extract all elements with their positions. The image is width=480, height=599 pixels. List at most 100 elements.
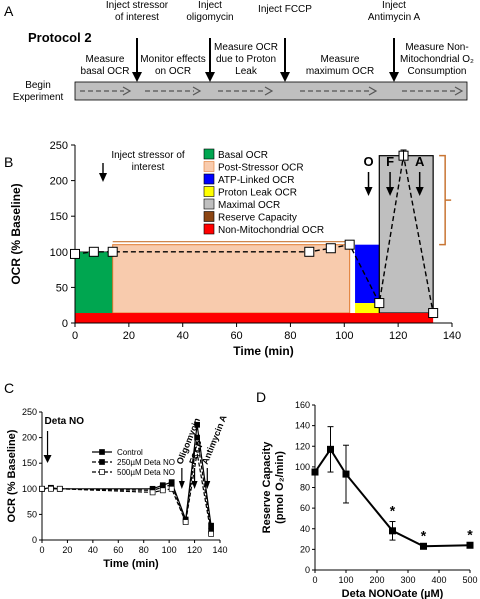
data-point-b-4 [325,243,336,254]
panel-b: B 0 50 100 150 200 250 0 20 40 60 80 100 120 140 Time … [4,140,461,358]
marker-label-A: A [415,154,425,169]
data-point-d-0 [311,468,319,476]
marker-arrowhead-F [386,187,395,196]
data-point-d-4 [420,542,427,550]
timeline-arrowhead-2 [264,86,274,96]
legend-swatch-2 [203,173,215,185]
data-point-d-3 [389,527,396,535]
y-tick-label-d-20: 20 [300,544,310,554]
annotation-arrowhead-rot-1 [191,481,198,489]
y-axis-label-b: OCR (% Baseline) [9,183,23,284]
x-tick-label-d-0: 0 [312,575,317,585]
legend-label-c-2: 500µM Deta NO [117,468,175,477]
annotation-stressor-1: Inject stressor of [111,150,185,161]
injection-arrowhead-3 [389,72,399,82]
legend-label-1: Post-Stressor OCR [218,163,304,174]
data-point-b-8 [428,308,439,319]
data-point-b-5 [344,239,355,250]
legend-label-5: Reserve Capacity [218,213,297,224]
annotation-rot-2: Antimycin A [200,413,229,466]
panel-a-label: A [4,3,14,19]
x-tick-label-b-120: 120 [389,330,407,342]
legend-swatch-5 [203,211,215,222]
marker-arrowhead-O [364,187,373,196]
y-tick-label-d-120: 120 [295,441,310,451]
data-point-c-500-0 [39,485,45,492]
legend-label-c-1: 250µM Deta NO [117,458,175,467]
data-point-b-3 [304,246,315,257]
annotation-arrowhead-b [99,173,107,182]
legend-label-6: Non-Mitochondrial OCR [218,225,324,236]
x-tick-label-b-60: 60 [230,330,242,342]
y-tick-label-d-40: 40 [300,524,310,534]
legend-label-c-0: Control [117,448,143,457]
panel-a: A Protocol 2 Begin Experiment Inject str… [4,0,474,103]
measure-label-4-0: Measure Non- [405,42,468,53]
annotation-stressor-2: interest [132,162,165,173]
x-axis-label-c: Time (min) [103,558,159,570]
x-tick-label-c-100: 100 [162,545,177,555]
data-point-d-5 [466,541,474,549]
x-tick-label-b-100: 100 [335,330,353,342]
x-tick-label-c-120: 120 [187,545,202,555]
measure-label-4-2: Consumption [408,66,467,77]
measure-label-3-1: maximum OCR [306,66,374,77]
significance-marker-d-4: * [421,527,427,543]
x-tick-label-b-20: 20 [123,330,135,342]
data-point-c-500-3 [149,489,156,496]
y-tick-label-c-150: 150 [22,458,37,468]
y-tick-label-d-160: 160 [295,400,310,410]
y-axis-label-d-2: (pmol O₂/min) [274,451,286,524]
data-point-c-500-1 [48,485,54,492]
chart-d: 0 20 40 60 80 100 120 140 160 0 100 200 300 400 500 Det… [261,400,478,599]
x-tick-label-b-140: 140 [443,330,461,342]
data-point-b-6 [374,298,385,309]
marker-label-F: F [386,154,394,169]
x-tick-label-c-60: 60 [113,545,123,555]
y-tick-label-b-50: 50 [56,282,68,294]
legend-label-4: Maximal OCR [218,200,280,211]
begin-label-2: Experiment [13,92,64,103]
annotation-arrowhead-deta [43,455,52,463]
x-tick-label-b-40: 40 [177,330,189,342]
legend-marker-c-1 [99,459,105,465]
legend-swatch-6 [203,223,215,235]
data-point-c-500-6 [182,519,189,525]
legend-swatch-0 [203,148,215,160]
y-axis-label-d-1: Reserve Capacity [261,441,273,534]
x-tick-label-b-80: 80 [284,330,296,342]
data-point-d-2 [342,470,350,478]
injection-label-3-1: Antimycin A [368,12,421,23]
x-axis-label-d: Deta NONOate (µM) [342,588,444,599]
legend-swatch-3 [203,186,215,197]
data-point-c-500-4 [159,487,166,494]
y-tick-label-d-140: 140 [295,421,310,431]
maximal-ocr-region [378,155,434,314]
measure-label-4-1: Mitochondrial O₂ [400,54,474,65]
panel-b-label: B [4,154,13,170]
y-tick-label-c-200: 200 [22,433,37,443]
protocol-title: Protocol 2 [28,30,92,45]
marker-arrowhead-A [415,187,424,196]
data-point-b-2 [107,246,118,257]
y-tick-label-b-200: 200 [50,176,68,188]
x-tick-label-c-80: 80 [139,545,149,555]
measure-label-1-1: on OCR [155,66,191,77]
timeline-dashed-arrows [80,86,464,96]
timeline-arrowhead-1 [192,86,202,96]
data-point-c-500-8 [208,531,214,537]
legend-swatch-1 [203,161,215,172]
legend-marker-c-2 [99,469,105,475]
data-point-c-250-7 [194,434,200,441]
measure-label-3-0: Measure [321,54,360,65]
x-tick-label-c-0: 0 [39,545,44,555]
y-tick-label-c-100: 100 [22,484,37,494]
injection-label-1-0: Inject [198,0,222,11]
y-tick-label-b-0: 0 [62,318,68,330]
x-tick-label-d-100: 100 [338,575,353,585]
injection-arrowhead-0 [132,72,142,82]
y-tick-label-d-80: 80 [300,483,310,493]
proton-leak-ocr-region [355,303,380,314]
